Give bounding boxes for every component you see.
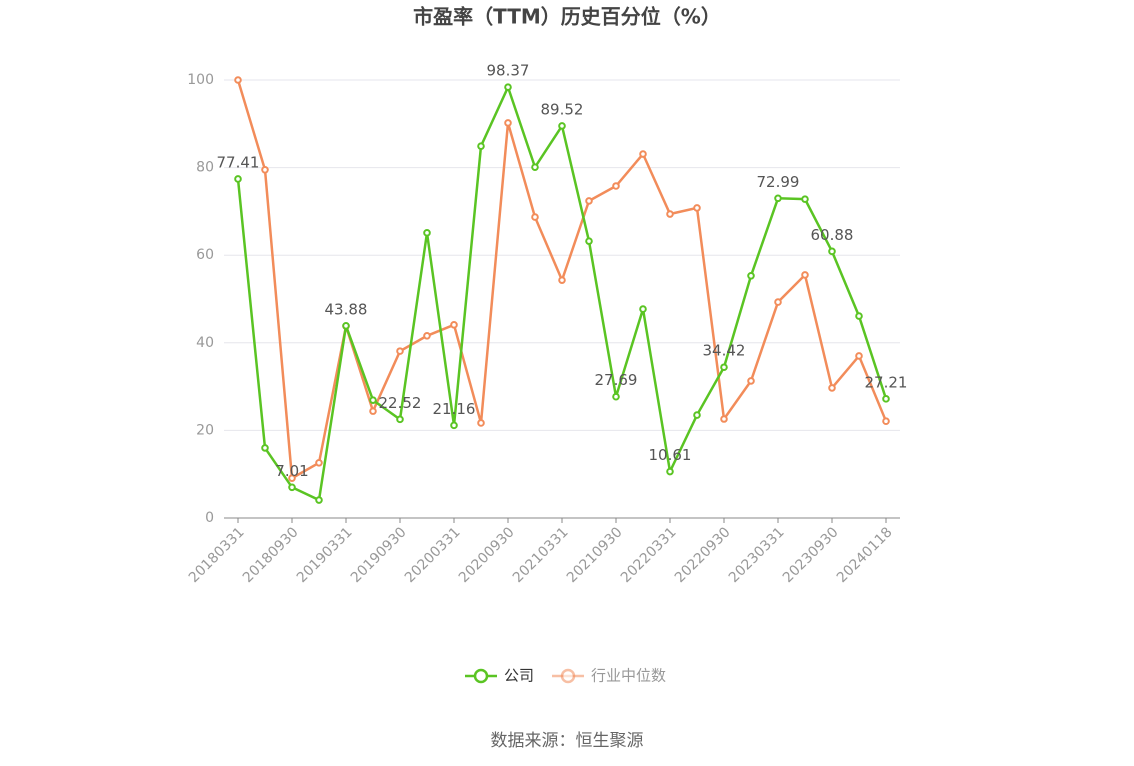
data-point	[855, 312, 863, 320]
x-tick-label: 20190331	[294, 524, 356, 586]
data-label: 10.61	[649, 446, 692, 464]
legend-marker	[560, 668, 576, 684]
data-label: 43.88	[325, 300, 368, 318]
data-label: 77.41	[217, 153, 260, 171]
x-tick-label: 20200331	[402, 524, 464, 586]
x-tick-label: 20220331	[618, 524, 680, 586]
data-point	[423, 229, 431, 237]
data-point	[774, 194, 782, 203]
data-label: 89.52	[541, 100, 584, 118]
data-point	[477, 142, 485, 150]
data-point	[585, 237, 593, 245]
y-tick-label: 60	[196, 247, 214, 263]
x-tick-label: 20190930	[348, 524, 410, 586]
data-label: 27.21	[865, 373, 908, 391]
data-point	[720, 415, 728, 423]
series-line	[236, 83, 888, 502]
data-point	[315, 459, 323, 467]
data-point	[234, 175, 242, 183]
data-point	[666, 467, 674, 476]
data-point	[693, 204, 701, 212]
data-point	[369, 396, 377, 404]
data-point	[693, 411, 701, 419]
y-tick-label: 20	[196, 422, 214, 438]
data-point	[288, 483, 296, 492]
data-point	[558, 276, 566, 284]
data-point	[396, 415, 404, 424]
data-point	[234, 76, 242, 84]
data-point	[504, 83, 512, 91]
x-tick-label: 20180331	[186, 524, 248, 586]
data-point	[801, 195, 809, 203]
data-label: 27.69	[595, 371, 638, 389]
data-label: 21.16	[433, 400, 476, 418]
data-point	[801, 271, 809, 279]
legend-label: 公司	[504, 667, 534, 685]
data-point	[585, 197, 593, 205]
x-tick-label: 20230930	[780, 524, 842, 586]
data-point	[342, 322, 350, 330]
data-label: 98.37	[487, 62, 530, 80]
data-point	[882, 417, 890, 426]
chart-title: 市盈率（TTM）历史百分位（%）	[413, 5, 721, 29]
data-point	[747, 377, 755, 385]
x-tick-label: 20220930	[672, 524, 734, 586]
source-note: 数据来源：恒生聚源	[491, 731, 644, 751]
data-label: 72.99	[757, 173, 800, 191]
data-point	[612, 392, 620, 401]
data-point	[504, 119, 512, 127]
data-point	[828, 384, 836, 392]
data-point	[720, 363, 728, 372]
data-point	[423, 331, 431, 340]
data-point	[531, 213, 539, 221]
data-point	[261, 165, 269, 174]
data-label: 7.01	[275, 462, 308, 480]
data-point	[558, 122, 566, 130]
data-point	[828, 247, 836, 256]
legend-marker	[473, 668, 489, 684]
data-point	[639, 305, 647, 313]
data-label: 60.88	[811, 226, 854, 244]
data-point	[774, 298, 782, 306]
data-point	[855, 352, 863, 360]
data-point	[639, 150, 647, 158]
x-tick-label: 20180930	[240, 524, 302, 586]
data-point	[612, 182, 620, 190]
y-tick-label: 40	[196, 335, 214, 351]
data-point	[450, 421, 458, 430]
x-tick-label: 20200930	[456, 524, 518, 586]
x-tick-label: 20210930	[564, 524, 626, 586]
data-point	[531, 163, 539, 171]
legend-label: 行业中位数	[591, 667, 666, 685]
y-tick-label: 0	[205, 510, 214, 526]
data-point	[288, 474, 296, 482]
data-point	[477, 419, 485, 427]
data-point	[261, 444, 269, 452]
data-label: 22.52	[379, 394, 422, 412]
data-point	[882, 395, 890, 403]
data-point	[450, 321, 458, 329]
data-point	[396, 347, 404, 355]
x-tick-label: 20210331	[510, 524, 572, 586]
y-tick-label: 100	[187, 72, 214, 88]
data-point	[369, 407, 377, 415]
data-point	[666, 210, 674, 218]
data-point	[315, 496, 323, 504]
x-tick-label: 20230331	[726, 524, 788, 586]
y-tick-label: 80	[196, 160, 214, 176]
x-tick-label: 20240118	[834, 524, 896, 586]
data-point	[747, 271, 755, 280]
data-label: 34.42	[703, 342, 746, 360]
